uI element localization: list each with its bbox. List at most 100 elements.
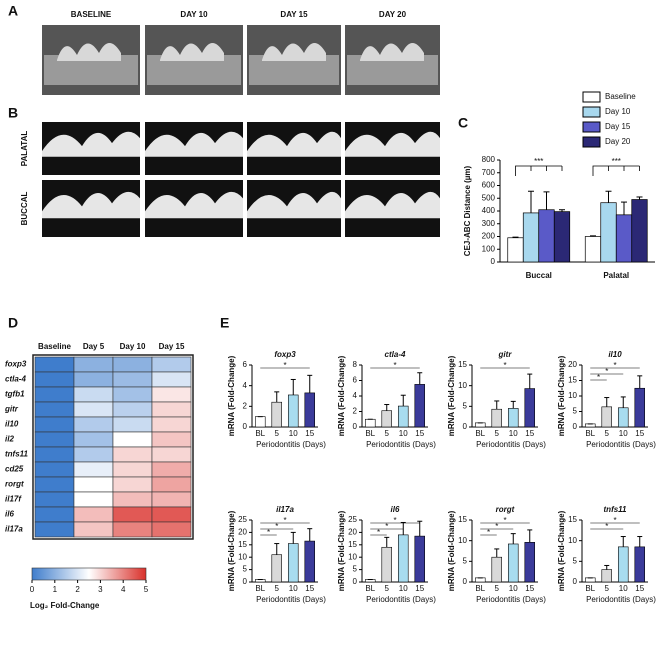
y-tick-label: 15 [458, 360, 467, 369]
x-tick-label: BL [585, 584, 595, 593]
heatmap-cell [151, 461, 192, 478]
heatmap-cell [73, 506, 114, 523]
heatmap-cell [34, 431, 75, 448]
bar [255, 416, 266, 428]
x-axis-label: Periodontitis (Days) [476, 595, 546, 604]
panel-label: C [458, 115, 468, 131]
heatmap-cell [73, 356, 114, 373]
significance-label: * [393, 361, 396, 370]
heatmap-cell [151, 416, 192, 433]
row-label: il6 [5, 510, 14, 519]
legend-label: Day 10 [605, 107, 631, 116]
y-tick-label: 0 [243, 577, 248, 586]
bar [474, 577, 486, 583]
legend-label: Baseline [605, 92, 636, 101]
x-axis-label: Periodontitis (Days) [476, 440, 546, 449]
row-label: PALATAL [20, 131, 29, 167]
x-tick-label: 5 [385, 584, 390, 593]
y-tick-label: 10 [238, 552, 247, 561]
y-tick-label: 2 [243, 401, 248, 410]
bar [507, 237, 524, 263]
heatmap-cell [73, 431, 114, 448]
bar [553, 211, 571, 263]
x-axis-label: Periodontitis (Days) [366, 595, 436, 604]
significance-label: * [605, 367, 608, 376]
y-tick-label: 500 [482, 193, 496, 202]
x-tick-label: BL [475, 429, 485, 438]
y-tick-label: 20 [568, 360, 577, 369]
legend-swatch [582, 136, 601, 148]
ct-jaw [345, 131, 440, 157]
row-label: BUCCAL [20, 192, 29, 226]
significance-label: * [613, 516, 616, 525]
bar [538, 209, 555, 263]
heatmap-cell [112, 401, 153, 418]
x-tick-label: Buccal [526, 271, 552, 280]
y-tick-label: 25 [348, 515, 357, 524]
legend-swatch [582, 106, 601, 118]
significance-label: *** [534, 157, 543, 166]
column-label: DAY 15 [280, 10, 308, 19]
bar [601, 406, 612, 428]
sem-teeth [57, 43, 121, 61]
heatmap-cell [73, 446, 114, 463]
heatmap-cell [151, 401, 192, 418]
y-tick-label: 5 [573, 556, 578, 565]
x-tick-label: 10 [399, 429, 408, 438]
y-tick-label: 20 [238, 528, 247, 537]
heatmap-cell [34, 506, 75, 523]
bar [634, 387, 645, 428]
sem-teeth [262, 43, 326, 61]
heatmap-cell [34, 461, 75, 478]
row-label: gitr [4, 405, 19, 414]
x-tick-label: 5 [275, 429, 280, 438]
ct-jaw [145, 191, 243, 219]
y-tick-label: 15 [568, 376, 577, 385]
y-tick-label: 6 [353, 376, 358, 385]
colorbar-tick-label: 3 [98, 585, 103, 594]
heatmap-cell [34, 476, 75, 493]
bar [474, 422, 486, 428]
heatmap-border [32, 354, 194, 540]
heatmap-cell [34, 521, 75, 538]
heatmap-cell [151, 491, 192, 508]
significance-label: * [275, 522, 278, 531]
x-axis-label: Periodontitis (Days) [256, 595, 326, 604]
legend-label: Day 20 [605, 137, 631, 146]
y-tick-label: 0 [353, 422, 358, 431]
significance-label: * [283, 361, 286, 370]
x-tick-label: 5 [385, 429, 390, 438]
bar [304, 392, 315, 428]
x-axis-label: Periodontitis (Days) [366, 440, 436, 449]
y-tick-label: 0 [573, 422, 578, 431]
bar [524, 388, 535, 428]
heatmap-cell [73, 401, 114, 418]
x-axis-label: Periodontitis (Days) [256, 440, 326, 449]
sem-teeth [360, 43, 424, 61]
y-axis-label: mRNA (Fold-Change) [557, 510, 566, 591]
bar [304, 540, 315, 583]
heatmap-cell [151, 431, 192, 448]
x-tick-label: BL [365, 584, 375, 593]
y-tick-label: 4 [243, 381, 248, 390]
chart-title: il6 [391, 505, 400, 514]
x-tick-label: 5 [495, 584, 500, 593]
bar [507, 543, 519, 583]
heatmap-cell [112, 356, 153, 373]
x-tick-label: 15 [305, 584, 314, 593]
heatmap-cell [151, 386, 192, 403]
y-tick-label: 10 [568, 536, 577, 545]
chart-title: tnfs11 [604, 505, 628, 514]
colorbar-tick-label: 0 [30, 585, 35, 594]
y-tick-label: 0 [463, 422, 468, 431]
panel-label: B [8, 105, 18, 121]
sem-teeth [160, 43, 224, 61]
column-label: Baseline [38, 342, 71, 351]
x-tick-label: 15 [305, 429, 314, 438]
bar [381, 410, 392, 428]
row-label: foxp3 [5, 360, 27, 369]
significance-label: * [613, 361, 616, 370]
x-tick-label: 10 [399, 584, 408, 593]
heatmap-cell [34, 491, 75, 508]
y-tick-label: 15 [238, 540, 247, 549]
